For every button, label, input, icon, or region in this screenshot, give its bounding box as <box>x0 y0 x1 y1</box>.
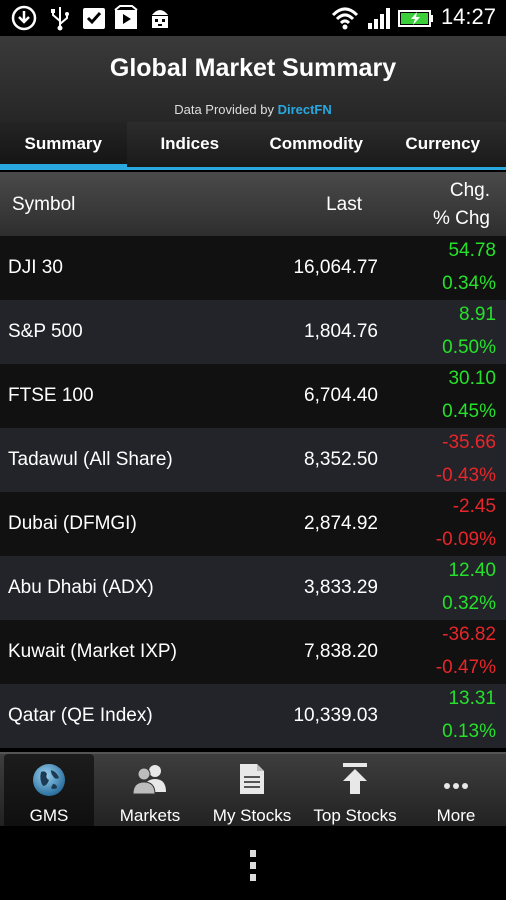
more-dots-icon <box>444 783 468 789</box>
tab-indices[interactable]: Indices <box>160 134 220 153</box>
row-symbol: FTSE 100 <box>8 385 94 406</box>
nav-label: More <box>436 806 476 825</box>
row-change: 54.78 <box>448 240 496 261</box>
column-header-chg: Chg. <box>449 180 490 201</box>
row-last: 7,838.20 <box>304 641 378 662</box>
arrow-up-icon <box>343 763 367 794</box>
provider-prefix: Data Provided by <box>174 102 278 117</box>
signal-icon <box>368 8 390 29</box>
overflow-menu-icon[interactable] <box>248 850 258 882</box>
nav-label: GMS <box>29 806 69 825</box>
android-debug-icon <box>152 10 168 28</box>
nav-my-stocks[interactable]: My Stocks <box>204 754 300 828</box>
row-percent-change: -0.09% <box>435 529 496 550</box>
row-symbol: Dubai (DFMGI) <box>8 513 137 534</box>
nav-label: Markets <box>119 806 181 825</box>
tab-bar: Summary Indices Commodity Currency <box>0 122 506 170</box>
nav-label: Top Stocks <box>313 806 397 825</box>
row-last: 1,804.76 <box>304 321 378 342</box>
column-header-last: Last <box>326 194 362 215</box>
nav-gms[interactable]: GMS <box>4 754 94 828</box>
globe-icon <box>33 764 65 796</box>
tab-currency[interactable]: Currency <box>405 134 481 153</box>
table-row[interactable]: DJI 30 16,064.77 54.78 0.34% <box>0 236 506 300</box>
table-row[interactable]: Abu Dhabi (ADX) 3,833.29 12.40 0.32% <box>0 556 506 620</box>
tab-summary[interactable]: Summary <box>0 122 127 170</box>
row-percent-change: 0.13% <box>442 721 496 742</box>
page-title: Global Market Summary <box>109 54 397 82</box>
row-percent-change: 0.45% <box>442 401 496 422</box>
row-change: -36.82 <box>442 624 496 645</box>
row-last: 16,064.77 <box>293 257 378 278</box>
provider-name: DirectFN <box>277 102 332 117</box>
row-last: 6,704.40 <box>304 385 378 406</box>
download-icon <box>11 5 37 31</box>
people-icon <box>132 765 166 795</box>
column-header-symbol: Symbol <box>12 194 76 215</box>
clipboard-check-icon <box>83 8 105 29</box>
row-symbol: Tadawul (All Share) <box>8 449 173 470</box>
row-last: 8,352.50 <box>304 449 378 470</box>
row-symbol: S&P 500 <box>8 321 83 342</box>
bottom-navigation: GMS Markets My Stocks Top Stocks <box>0 752 506 828</box>
row-change: 8.91 <box>459 304 496 325</box>
usb-icon <box>51 7 69 31</box>
row-last: 2,874.92 <box>304 513 378 534</box>
row-percent-change: 0.32% <box>442 593 496 614</box>
table-row[interactable]: FTSE 100 6,704.40 30.10 0.45% <box>0 364 506 428</box>
document-icon <box>240 764 264 794</box>
row-symbol: DJI 30 <box>8 257 63 278</box>
table-row[interactable]: S&P 500 1,804.76 8.91 0.50% <box>0 300 506 364</box>
table-row[interactable]: Kuwait (Market IXP) 7,838.20 -36.82 -0.4… <box>0 620 506 684</box>
table-row[interactable]: Qatar (QE Index) 10,339.03 13.31 0.13% <box>0 684 506 748</box>
table-row[interactable]: Tadawul (All Share) 8,352.50 -35.66 -0.4… <box>0 428 506 492</box>
row-symbol: Qatar (QE Index) <box>8 705 153 726</box>
nav-more[interactable]: More <box>410 754 502 828</box>
nav-label: My Stocks <box>212 806 292 825</box>
column-header-pct-chg: % Chg <box>432 208 490 229</box>
play-store-icon <box>114 5 138 29</box>
row-last: 10,339.03 <box>293 705 378 726</box>
row-percent-change: 0.34% <box>442 273 496 294</box>
tab-commodity[interactable]: Commodity <box>269 134 364 153</box>
row-percent-change: 0.50% <box>442 337 496 358</box>
row-percent-change: -0.47% <box>435 657 496 678</box>
app-header: Global Market Summary Data Provided by D… <box>0 36 506 122</box>
row-symbol: Kuwait (Market IXP) <box>8 641 177 662</box>
nav-top-stocks[interactable]: Top Stocks <box>306 754 404 828</box>
row-change: -2.45 <box>452 496 496 517</box>
row-change: -35.66 <box>442 432 496 453</box>
row-percent-change: -0.43% <box>435 465 496 486</box>
table-row[interactable]: Dubai (DFMGI) 2,874.92 -2.45 -0.09% <box>0 492 506 556</box>
row-change: 13.31 <box>448 688 496 709</box>
row-change: 12.40 <box>448 560 496 581</box>
wifi-icon <box>331 7 359 30</box>
nav-markets[interactable]: Markets <box>104 754 196 828</box>
market-summary-list: DJI 30 16,064.77 54.78 0.34% S&P 500 1,8… <box>0 236 506 752</box>
data-provider-note: Data Provided by DirectFN <box>0 102 506 117</box>
clock-time: 14:27 <box>440 4 496 29</box>
battery-charging-icon <box>398 10 433 27</box>
system-navigation-bar <box>0 826 506 900</box>
row-last: 3,833.29 <box>304 577 378 598</box>
row-change: 30.10 <box>448 368 496 389</box>
table-header: Symbol Last Chg. % Chg <box>0 172 506 236</box>
status-bar: 14:27 <box>0 0 506 36</box>
row-symbol: Abu Dhabi (ADX) <box>8 577 154 598</box>
